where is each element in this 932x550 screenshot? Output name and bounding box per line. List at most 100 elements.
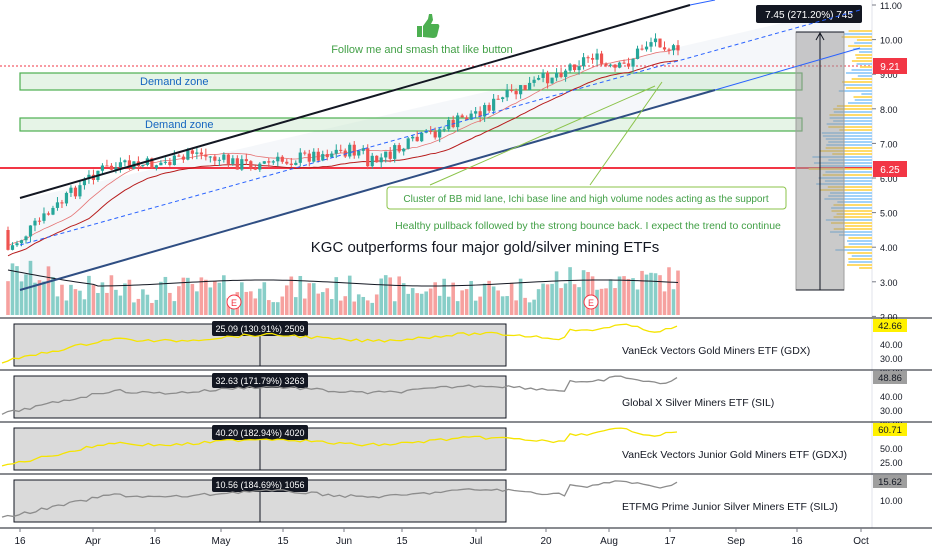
channel-mid-line xyxy=(19,9,861,246)
candle-body xyxy=(28,225,33,237)
candle-body xyxy=(280,156,284,162)
volume-bar xyxy=(478,296,482,315)
candle-body xyxy=(519,85,523,95)
channel-lower-line[interactable] xyxy=(19,89,716,291)
volume-bar xyxy=(186,277,190,315)
candle-body xyxy=(109,165,114,170)
candle-body xyxy=(429,130,433,132)
volume-bar xyxy=(559,288,563,315)
candle-body xyxy=(181,156,185,160)
candle-body xyxy=(649,42,653,47)
candle-body xyxy=(217,159,221,161)
earnings-marker[interactable]: E xyxy=(226,294,242,310)
candle-body xyxy=(357,150,361,156)
candle-body xyxy=(563,70,568,77)
pane-tick-label: 40.00 xyxy=(880,340,903,350)
candle-body xyxy=(375,155,379,163)
candle-body xyxy=(69,187,73,193)
callout-line xyxy=(589,81,663,186)
pane-measure-label: 32.63 (171.79%) 3263 xyxy=(215,376,304,386)
pane-title: VanEck Vectors Gold Miners ETF (GDX) xyxy=(622,345,810,357)
channel-upper-line[interactable] xyxy=(19,4,691,199)
channel-lower-extension xyxy=(714,47,861,91)
volume-bar xyxy=(298,275,303,315)
demand-zone-upper[interactable] xyxy=(19,72,803,91)
volume-profile-row xyxy=(847,264,872,266)
candle-body xyxy=(186,150,190,160)
candle-body xyxy=(303,152,307,154)
volume-bar xyxy=(91,285,96,315)
volume-bar xyxy=(631,278,635,315)
candle-body xyxy=(465,117,469,120)
candle-body xyxy=(213,156,217,161)
candle-body xyxy=(559,72,563,77)
price-tick-label: 7.00 xyxy=(880,139,898,149)
earnings-marker[interactable]: E xyxy=(583,294,599,310)
volume-bar xyxy=(10,263,15,315)
volume-ma-line xyxy=(7,269,679,287)
pane-measure-label-box xyxy=(212,477,308,492)
volume-profile-row xyxy=(830,192,872,194)
volume-profile-row xyxy=(830,231,872,233)
volume-profile-row xyxy=(851,78,872,80)
volume-bar xyxy=(222,275,226,315)
candle-body xyxy=(87,174,91,179)
candle-body xyxy=(195,152,199,154)
candle-body xyxy=(613,64,617,68)
volume-bar xyxy=(190,284,195,315)
volume-bar xyxy=(19,281,24,315)
volume-bar xyxy=(392,301,397,315)
volume-profile-row xyxy=(838,234,872,236)
candle-body xyxy=(595,53,599,60)
pane-price-line xyxy=(1,375,678,415)
support-note-box xyxy=(386,186,787,210)
demand-zone-label-lower: Demand zone xyxy=(145,119,214,131)
candle-body xyxy=(289,163,293,165)
price-tick-label: 9.00 xyxy=(880,70,898,80)
candle-body xyxy=(572,64,577,71)
volume-profile-row xyxy=(847,240,872,242)
candle-body xyxy=(73,187,78,197)
volume-profile-row xyxy=(825,219,872,221)
volume-bar xyxy=(96,292,100,315)
volume-bar xyxy=(118,295,123,315)
pane-tick-label: 10.00 xyxy=(880,496,903,506)
price-axis-background xyxy=(872,0,932,550)
volume-profile-row xyxy=(836,105,872,107)
volume-profile-row xyxy=(842,81,872,83)
volume-bar xyxy=(60,284,64,315)
volume-profile-row xyxy=(848,261,872,263)
measure-arrow-head xyxy=(815,31,825,41)
candle-body xyxy=(590,58,595,60)
candle-body xyxy=(617,62,622,68)
time-tick-label: May xyxy=(212,536,231,547)
volume-profile-row xyxy=(847,252,872,254)
volume-profile-row xyxy=(831,207,872,209)
candle-body xyxy=(105,165,109,167)
volume-bar xyxy=(163,276,168,315)
price-tick-label: 4.00 xyxy=(880,243,898,253)
volume-bar xyxy=(64,300,69,315)
pane-last-value: 15.62 xyxy=(878,477,902,488)
volume-profile-row xyxy=(825,147,872,149)
demand-zone-label-upper: Demand zone xyxy=(140,76,209,88)
demand-zone-lower[interactable] xyxy=(19,117,803,132)
volume-bar xyxy=(33,282,37,315)
pane-last-value: 60.71 xyxy=(878,425,902,436)
candle-body xyxy=(172,155,176,166)
pane-last-value-badge xyxy=(873,423,907,436)
volume-bar xyxy=(640,270,644,315)
volume-bar xyxy=(293,297,298,315)
candle-body xyxy=(478,111,482,117)
volume-bar xyxy=(100,282,105,315)
candle-body xyxy=(667,49,671,51)
volume-bar xyxy=(334,277,339,315)
volume-bar xyxy=(509,282,514,315)
pane-price-line xyxy=(1,323,678,364)
volume-profile-row xyxy=(859,51,872,53)
candle-body xyxy=(438,129,442,138)
candle-body xyxy=(676,45,680,51)
volume-bar xyxy=(352,301,357,315)
volume-profile-row xyxy=(837,201,872,203)
